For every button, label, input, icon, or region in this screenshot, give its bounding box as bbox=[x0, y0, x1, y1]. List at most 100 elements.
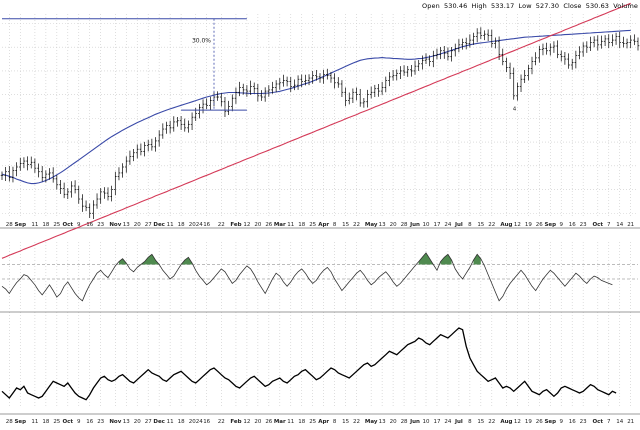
ohlc-bar bbox=[201, 99, 205, 114]
x-tick-label: 15 bbox=[342, 222, 349, 228]
ohlc-header: Open 530.46 High 533.17 Low 527.30 Close… bbox=[420, 2, 638, 10]
ohlc-bar bbox=[165, 121, 168, 134]
x-tick-label-lower: 20 bbox=[254, 419, 261, 425]
x-tick-label: 16 bbox=[86, 222, 93, 228]
ohlc-bar bbox=[505, 57, 508, 73]
x-tick-label: Apr bbox=[318, 222, 329, 228]
osc-overbought-fill bbox=[440, 254, 452, 265]
x-tick-label-lower: 11 bbox=[287, 419, 294, 425]
ohlc-bar bbox=[150, 138, 154, 151]
x-tick-label-lower: Nov bbox=[109, 419, 121, 425]
ohlc-bar bbox=[245, 85, 249, 97]
ohlc-bar bbox=[548, 43, 552, 56]
ohlc-bar bbox=[468, 34, 472, 48]
x-tick-label: 13 bbox=[379, 222, 386, 228]
ohlc-bar bbox=[435, 48, 439, 60]
ohlc-bar bbox=[304, 74, 307, 86]
ohlc-bar bbox=[227, 100, 230, 116]
ohlc-bar bbox=[99, 188, 102, 204]
ohlc-bar bbox=[578, 46, 581, 60]
ohlc-bar bbox=[446, 47, 450, 61]
x-tick-label: 7 bbox=[607, 222, 611, 228]
x-tick-label: 16 bbox=[569, 222, 576, 228]
ohlc-bar bbox=[494, 37, 497, 49]
x-tick-label: 20 bbox=[390, 222, 397, 228]
x-tick-label-lower: Mar bbox=[274, 419, 286, 425]
ohlc-bar bbox=[413, 60, 417, 75]
ohlc-bar bbox=[220, 93, 223, 107]
x-tick-label-lower: 21 bbox=[627, 419, 634, 425]
price-panel: 30.0% 4 bbox=[0, 2, 640, 259]
x-tick-label: 2024 bbox=[189, 222, 203, 228]
x-tick-label: 16 bbox=[203, 222, 210, 228]
ohlc-bar bbox=[106, 187, 110, 201]
ohlc-bar bbox=[552, 41, 556, 53]
osc-line bbox=[1, 252, 613, 302]
x-tick-label: 22 bbox=[488, 222, 495, 228]
oscillator-panel bbox=[1, 252, 638, 302]
x-tick-label: 9 bbox=[77, 222, 81, 228]
x-tick-label: 27 bbox=[145, 222, 152, 228]
ohlc-bar bbox=[293, 79, 296, 91]
ohlc-bar bbox=[88, 203, 92, 218]
x-tick-label-lower: May bbox=[365, 419, 378, 425]
ohlc-bar bbox=[326, 68, 329, 80]
ohlc-bar bbox=[607, 34, 611, 49]
ohlc-bar bbox=[596, 35, 600, 51]
ohlc-bar bbox=[4, 167, 7, 181]
x-tick-label-lower: 8 bbox=[333, 419, 337, 425]
x-tick-label: 13 bbox=[123, 222, 130, 228]
ohlc-bar bbox=[315, 69, 318, 81]
ohlc-bar bbox=[611, 34, 614, 47]
ohlc-bar bbox=[512, 67, 516, 100]
x-tick-label: 20 bbox=[134, 222, 141, 228]
pct-label: 30.0% bbox=[192, 37, 211, 44]
x-tick-label: 15 bbox=[477, 222, 484, 228]
ohlc-bar bbox=[545, 42, 548, 55]
ohlc-bar bbox=[574, 50, 578, 69]
ohlc-bar bbox=[355, 87, 358, 101]
ohlc-bar bbox=[373, 84, 377, 98]
ohlc-bar bbox=[541, 43, 545, 56]
ohlc-bar bbox=[340, 80, 344, 98]
x-tick-label: 26 bbox=[536, 222, 543, 228]
ohlc-bar bbox=[59, 180, 62, 195]
ohlc-bar bbox=[260, 90, 263, 101]
x-tick-label-lower: 28 bbox=[401, 419, 408, 425]
ohlc-bar bbox=[570, 58, 574, 70]
ohlc-bar bbox=[230, 94, 234, 112]
ohlc-bar bbox=[318, 73, 322, 83]
x-tick-label: Sep bbox=[14, 222, 26, 228]
x-tick-label: 14 bbox=[616, 222, 623, 228]
ohlc-bar bbox=[77, 185, 81, 204]
ohlc-bar bbox=[351, 88, 355, 103]
ohlc-bar bbox=[249, 80, 252, 95]
x-tick-label: Sep bbox=[544, 222, 556, 228]
ohlc-bar bbox=[333, 73, 336, 89]
x-tick-label: 10 bbox=[423, 222, 430, 228]
x-tick-label: 25 bbox=[53, 222, 60, 228]
x-tick-label-lower: 16 bbox=[569, 419, 576, 425]
ohlc-bar bbox=[256, 83, 260, 102]
ohlc-bar bbox=[475, 28, 479, 43]
ohlc-bar bbox=[234, 87, 238, 104]
x-tick-label-lower: 26 bbox=[536, 419, 543, 425]
osc-overbought-fill bbox=[473, 254, 481, 265]
ohlc-bar bbox=[187, 120, 190, 133]
x-tick-label-lower: 12 bbox=[243, 419, 250, 425]
x-tick-label-lower: 22 bbox=[218, 419, 225, 425]
x-tick-label: 25 bbox=[309, 222, 316, 228]
x-tick-label: 8 bbox=[468, 222, 472, 228]
x-tick-label-lower: 22 bbox=[488, 419, 495, 425]
x-tick-label: May bbox=[365, 222, 378, 228]
x-tick-label-lower: 12 bbox=[514, 419, 521, 425]
x-tick-label-lower: 18 bbox=[178, 419, 185, 425]
x-tick-label-lower: 26 bbox=[265, 419, 272, 425]
osc-overbought-fill bbox=[140, 254, 160, 265]
ohlc-bar bbox=[629, 35, 632, 49]
ohlc-bar bbox=[128, 150, 132, 165]
ohlc-bar bbox=[70, 181, 73, 198]
x-tick-label-lower: 18 bbox=[42, 419, 49, 425]
ohlc-bar bbox=[380, 81, 384, 95]
ohlc-bar bbox=[29, 156, 33, 169]
